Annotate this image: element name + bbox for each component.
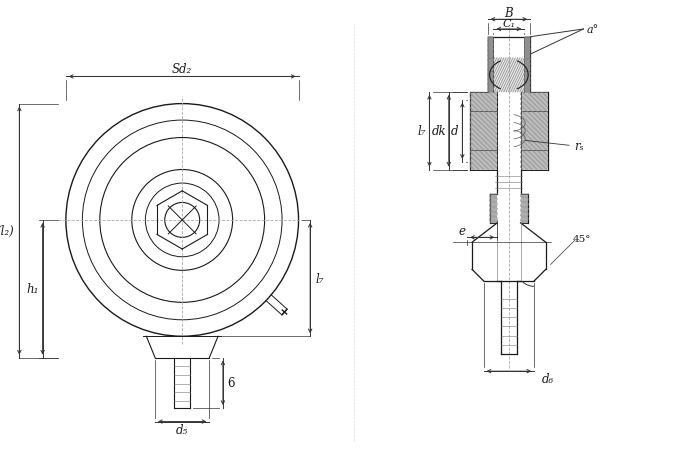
Text: C₁: C₁ — [502, 19, 515, 29]
Text: 45°: 45° — [572, 234, 591, 243]
Bar — [470, 93, 497, 170]
Bar — [494, 59, 524, 93]
Text: d: d — [451, 125, 458, 138]
Text: l₇: l₇ — [316, 272, 324, 285]
Text: e: e — [459, 225, 466, 238]
Text: rₛ: rₛ — [574, 139, 584, 152]
Bar — [524, 38, 530, 93]
Text: d₅: d₅ — [176, 423, 188, 436]
Text: dk: dk — [432, 125, 446, 138]
Bar — [487, 38, 494, 93]
Text: h₁: h₁ — [26, 283, 39, 296]
Text: Sd₂: Sd₂ — [172, 63, 193, 76]
Text: B: B — [504, 7, 513, 20]
Bar — [521, 93, 548, 170]
Text: 6: 6 — [227, 377, 235, 389]
Text: a°: a° — [587, 25, 599, 35]
Text: d₆: d₆ — [542, 373, 554, 386]
Text: l₇: l₇ — [418, 125, 426, 138]
Bar — [521, 194, 528, 223]
Bar — [490, 194, 497, 223]
Text: (l₂): (l₂) — [0, 225, 15, 238]
